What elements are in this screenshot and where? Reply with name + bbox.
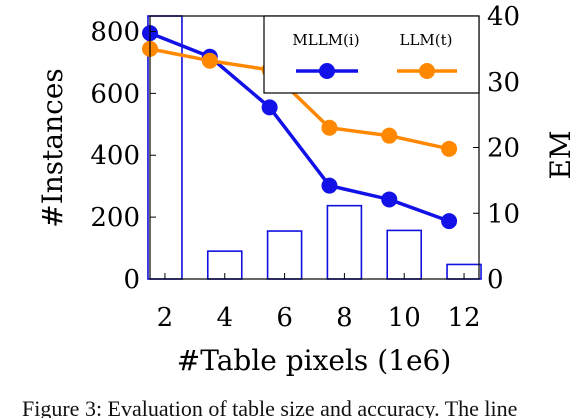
legend-label-mllm: MLLM(i) (292, 31, 359, 49)
bar-8 (326, 204, 363, 280)
right-tick-label-40: 40 (487, 2, 520, 32)
legend-box (263, 15, 480, 94)
legend-marker-llm (419, 63, 435, 79)
series-0-point-5 (441, 213, 458, 230)
x-tick-label-10: 10 (388, 303, 421, 333)
series-1-point-4 (381, 127, 398, 144)
x-axis-label: #Table pixels (1e6) (177, 344, 452, 377)
right-axis-label: EM (544, 130, 576, 179)
x-tick-label-2: 2 (157, 303, 174, 333)
series-line-1 (149, 47, 450, 151)
legend: MLLM(i) LLM(t) (263, 15, 480, 94)
x-tick-label-8: 8 (336, 303, 353, 333)
right-tick-label-30: 30 (487, 68, 520, 98)
left-axis-label: #Instances (36, 68, 69, 228)
chart: 0 200 400 600 800 0 10 20 30 40 2 4 6 8 10 12 #Table … (36, 2, 576, 377)
legend-marker-mllm (319, 63, 335, 79)
x-tick-label-4: 4 (216, 303, 233, 333)
left-tick-label-800: 800 (90, 17, 140, 47)
figure-caption: Figure 3: Evaluation of table size and a… (22, 398, 518, 418)
left-tick-label-600: 600 (90, 79, 140, 109)
left-tick-label-200: 200 (90, 203, 140, 233)
x-tick-label-6: 6 (276, 303, 293, 333)
bar-10 (386, 229, 423, 280)
series-1-point-3 (321, 119, 338, 136)
series-0-point-3 (321, 177, 338, 194)
right-tick-label-20: 20 (487, 134, 520, 164)
right-tick-label-0: 0 (487, 265, 504, 295)
x-tick-label-12: 12 (447, 303, 480, 333)
right-tick-label-10: 10 (487, 199, 520, 229)
x-axis-ticks: 2 4 6 8 10 12 (157, 273, 481, 333)
series-0-point-4 (381, 191, 398, 208)
series-0-point-2 (261, 99, 278, 116)
series-line-0 (149, 31, 450, 223)
series-1-point-5 (441, 140, 458, 157)
bar-6 (266, 230, 303, 280)
left-tick-label-400: 400 (90, 141, 140, 171)
left-axis-ticks: 0 200 400 600 800 (90, 17, 156, 295)
right-axis-ticks: 0 10 20 30 40 (473, 2, 520, 295)
series-1-point-1 (201, 52, 218, 69)
legend-label-llm: LLM(t) (399, 31, 452, 49)
left-tick-label-0: 0 (123, 265, 140, 295)
